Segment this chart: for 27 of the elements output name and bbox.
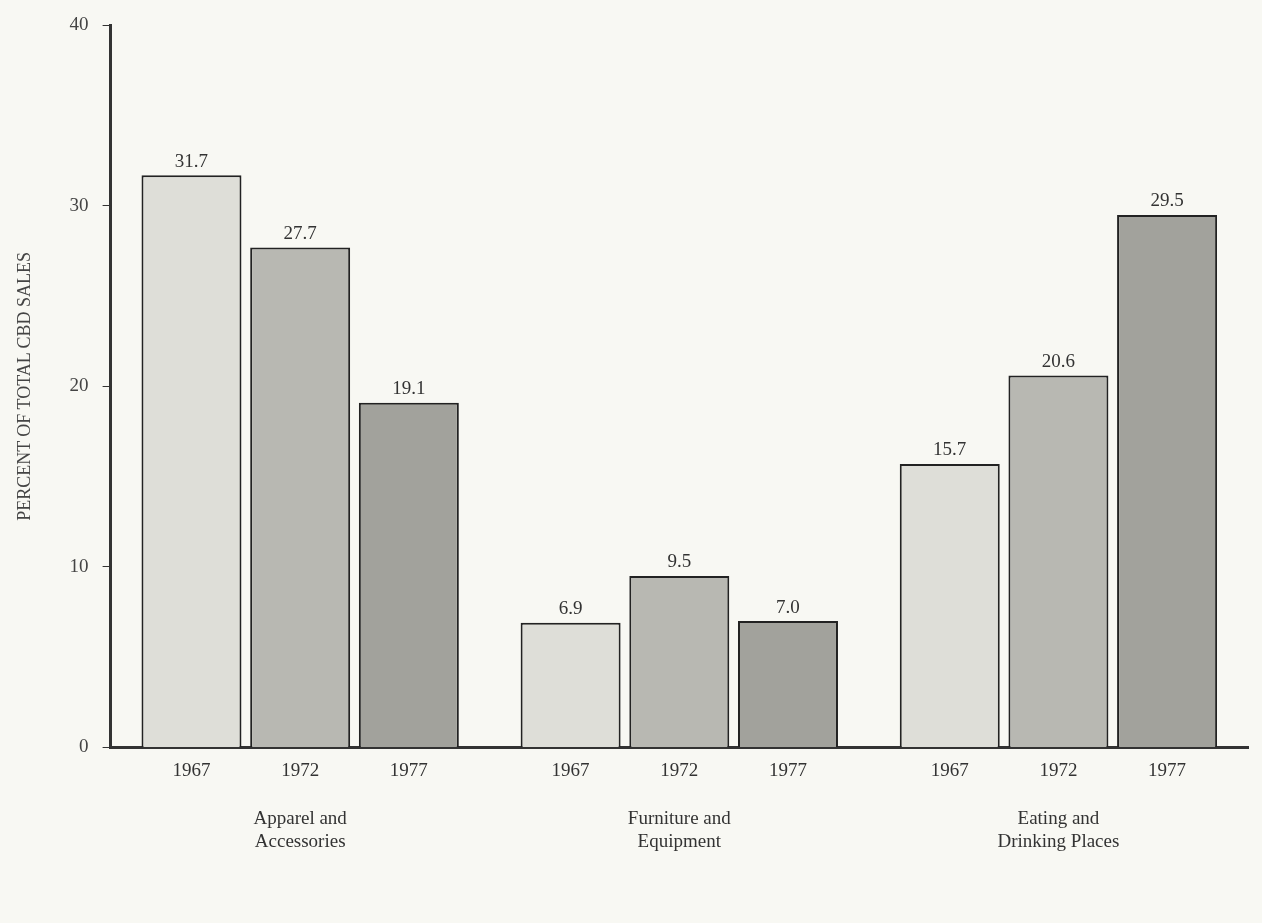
data-label: 29.5 bbox=[1150, 189, 1184, 211]
text: 1967 bbox=[930, 758, 969, 780]
data-label: 31.7 bbox=[174, 149, 209, 171]
data-label: 19.1 bbox=[392, 377, 426, 399]
y-tick-label: 30 bbox=[69, 193, 89, 215]
series-label: 1967 bbox=[172, 758, 211, 780]
text: 1972 bbox=[1039, 758, 1078, 780]
text: 1972 bbox=[660, 758, 699, 780]
data-label: 9.5 bbox=[667, 550, 692, 572]
data-label: 15.7 bbox=[933, 438, 967, 460]
y-tick-label: 10 bbox=[69, 554, 89, 576]
x-tick-label: Furniture and Equipment bbox=[627, 806, 732, 851]
data-label: 7.0 bbox=[776, 595, 800, 617]
text: 1977 bbox=[1148, 758, 1187, 780]
data-label: 27.7 bbox=[283, 221, 317, 243]
y-tick-label: 40 bbox=[69, 13, 89, 35]
x-tick-label: Apparel and Accessories bbox=[253, 806, 348, 851]
y-tick-label: 20 bbox=[69, 374, 89, 396]
data-label: 6.9 bbox=[558, 597, 583, 619]
series-label: 1977 bbox=[389, 758, 428, 780]
text: 1967 bbox=[551, 758, 590, 780]
x-tick-label: Eating and Drinking Places bbox=[997, 806, 1120, 851]
y-tick-label: 0 bbox=[79, 735, 89, 757]
text: 1977 bbox=[768, 758, 807, 780]
data-label: 20.6 bbox=[1041, 350, 1076, 372]
y-axis-title: PERCENT OF TOTAL CBD SALES bbox=[13, 251, 34, 521]
series-label: 1972 bbox=[281, 758, 320, 780]
